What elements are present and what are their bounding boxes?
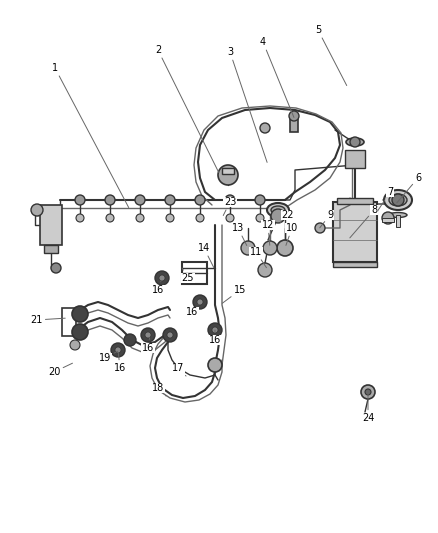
Ellipse shape (271, 206, 285, 214)
Text: 1: 1 (52, 63, 129, 207)
Ellipse shape (384, 190, 412, 210)
Text: 19: 19 (99, 351, 117, 363)
Circle shape (382, 212, 394, 224)
Circle shape (72, 324, 88, 340)
Circle shape (226, 214, 234, 222)
Circle shape (159, 275, 165, 281)
Circle shape (197, 299, 203, 305)
Circle shape (167, 332, 173, 338)
Circle shape (255, 195, 265, 205)
Bar (382, 218, 394, 222)
Circle shape (365, 389, 371, 395)
Circle shape (145, 332, 151, 338)
Circle shape (193, 295, 207, 309)
Circle shape (106, 214, 114, 222)
Circle shape (165, 195, 175, 205)
Circle shape (212, 327, 218, 333)
Circle shape (111, 343, 125, 357)
Text: 6: 6 (397, 173, 421, 203)
Text: 20: 20 (48, 363, 73, 377)
Text: 22: 22 (280, 210, 294, 223)
Circle shape (135, 195, 145, 205)
Ellipse shape (389, 194, 407, 206)
Circle shape (208, 358, 222, 372)
Bar (290, 118, 298, 132)
Circle shape (208, 323, 222, 337)
Bar (337, 198, 373, 204)
Circle shape (277, 240, 293, 256)
Bar (333, 202, 377, 262)
Circle shape (195, 195, 205, 205)
Circle shape (105, 195, 115, 205)
Circle shape (225, 195, 235, 205)
Text: 16: 16 (152, 281, 164, 295)
Circle shape (315, 223, 325, 233)
Circle shape (196, 214, 204, 222)
Text: 23: 23 (223, 197, 236, 215)
Circle shape (350, 137, 360, 147)
Bar (44, 245, 58, 253)
Circle shape (263, 241, 277, 255)
Text: 13: 13 (232, 223, 247, 246)
Circle shape (155, 271, 169, 285)
Ellipse shape (267, 203, 289, 217)
Text: 15: 15 (222, 285, 246, 303)
Circle shape (258, 263, 272, 277)
Circle shape (289, 111, 299, 121)
Circle shape (115, 347, 121, 353)
Circle shape (76, 214, 84, 222)
Ellipse shape (346, 138, 364, 146)
Text: 8: 8 (350, 205, 377, 238)
Text: 12: 12 (262, 220, 274, 245)
Circle shape (141, 328, 155, 342)
Circle shape (241, 241, 255, 255)
Circle shape (31, 204, 43, 216)
Ellipse shape (389, 213, 407, 217)
Text: 14: 14 (198, 243, 214, 268)
Text: 16: 16 (114, 353, 126, 373)
Circle shape (256, 214, 264, 222)
Text: 17: 17 (172, 363, 186, 376)
Bar (222, 168, 234, 174)
Circle shape (72, 306, 88, 322)
Text: 16: 16 (186, 304, 198, 317)
Bar (345, 150, 365, 168)
Bar (62, 308, 76, 336)
Bar (182, 262, 207, 284)
Circle shape (163, 328, 177, 342)
Circle shape (136, 214, 144, 222)
Circle shape (218, 165, 238, 185)
Bar (40, 205, 62, 245)
Text: 21: 21 (30, 315, 65, 325)
Bar (347, 152, 363, 166)
Text: 25: 25 (182, 268, 194, 283)
Text: 24: 24 (362, 393, 374, 423)
Circle shape (271, 209, 285, 223)
Circle shape (75, 195, 85, 205)
Text: 2: 2 (155, 45, 219, 173)
Text: 10: 10 (286, 223, 298, 245)
Text: 7: 7 (377, 187, 393, 213)
Text: 9: 9 (320, 210, 333, 228)
Text: 3: 3 (227, 47, 267, 163)
Bar (396, 215, 400, 227)
Text: 16: 16 (209, 330, 221, 345)
Bar (333, 262, 377, 267)
Circle shape (361, 385, 375, 399)
Circle shape (392, 194, 404, 206)
Text: 16: 16 (142, 338, 154, 353)
Text: 4: 4 (260, 37, 294, 117)
Circle shape (260, 123, 270, 133)
Circle shape (166, 214, 174, 222)
Text: 5: 5 (315, 25, 347, 85)
Text: 18: 18 (152, 383, 166, 396)
Text: 11: 11 (250, 247, 266, 268)
Circle shape (70, 340, 80, 350)
Circle shape (51, 263, 61, 273)
Circle shape (124, 334, 136, 346)
